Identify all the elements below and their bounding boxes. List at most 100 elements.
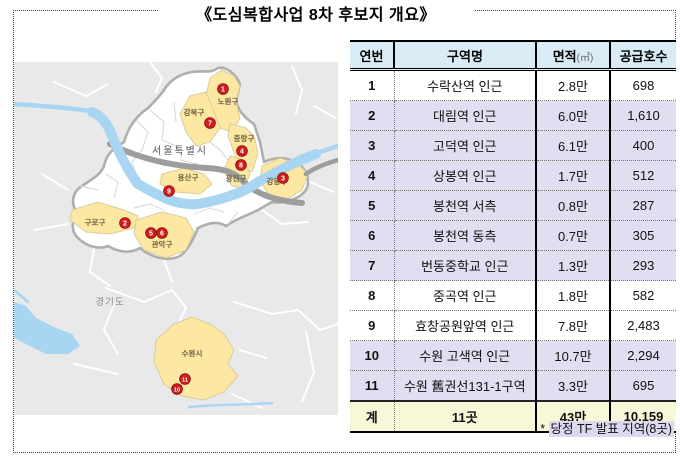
table-row: 3 고덕역 인근 6.1만 400 <box>350 130 676 161</box>
row-area: 6.0만 <box>536 100 611 131</box>
row-zone-name: 상봉역 인근 <box>394 160 537 191</box>
map-marker-6: 6 <box>156 227 168 239</box>
marker-circle <box>235 159 247 171</box>
row-zone-name: 번동중학교 인근 <box>394 250 537 281</box>
table-row: 2 대림역 인근 6.0만 1,610 <box>350 100 676 131</box>
row-zone-name: 고덕역 인근 <box>394 130 537 161</box>
row-zone-name: 수원 舊권선131-1구역 <box>394 370 537 402</box>
marker-number: 3 <box>281 176 285 183</box>
city-suwon <box>153 316 239 401</box>
row-number: 9 <box>350 310 395 341</box>
marker-circle <box>163 185 175 197</box>
row-supply: 2,294 <box>610 340 676 371</box>
table-header-row: 연번 구역명 면적(㎡) 공급호수 <box>350 40 676 71</box>
marker-number: 11 <box>182 378 188 384</box>
table-row: 7 번동중학교 인근 1.3만 293 <box>350 250 676 281</box>
row-supply: 305 <box>610 220 676 251</box>
row-area: 10.7만 <box>536 340 611 371</box>
marker-circle <box>156 227 168 239</box>
row-number: 8 <box>350 280 395 311</box>
row-zone-name: 효창공원앞역 인근 <box>394 310 537 341</box>
map-marker-1: 1 <box>217 83 229 95</box>
table-body: 1 수락산역 인근 2.8만 698 2 대림역 인근 6.0만 1,610 3… <box>350 69 676 402</box>
row-number: 10 <box>350 340 395 371</box>
seoul-district-lines <box>79 101 239 225</box>
map-marker-7: 7 <box>204 117 216 129</box>
candidate-sites-table: 연번 구역명 면적(㎡) 공급호수 1 수락산역 인근 2.8만 698 2 대… <box>350 40 676 433</box>
map-marker-3: 3 <box>277 172 289 184</box>
district-label: 강북구 <box>184 107 205 117</box>
river-west-exit <box>14 101 97 115</box>
marker-number: 9 <box>167 189 171 196</box>
total-label: 계 <box>350 400 395 433</box>
table-row: 9 효창공원앞역 인근 7.8만 2,483 <box>350 310 676 341</box>
footnote-asterisk: * <box>540 422 549 436</box>
table-row: 10 수원 고색역 인근 10.7만 2,294 <box>350 340 676 371</box>
district-label: 관악구 <box>152 239 173 249</box>
row-zone-name: 수락산역 인근 <box>394 69 537 101</box>
table-row: 1 수락산역 인근 2.8만 698 <box>350 69 676 101</box>
row-supply: 2,483 <box>610 310 676 341</box>
header-area-unit: (㎡) <box>576 52 594 64</box>
row-area: 1.3만 <box>536 250 611 281</box>
row-number: 1 <box>350 69 395 101</box>
row-area: 6.1만 <box>536 130 611 161</box>
district-label: 중랑구 <box>234 133 255 143</box>
row-supply: 1,610 <box>610 100 676 131</box>
district-gangbuk <box>179 91 221 147</box>
district-label: 수원시 <box>182 348 203 358</box>
row-supply: 287 <box>610 190 676 221</box>
header-area: 면적(㎡) <box>536 40 611 71</box>
footnote-highlighted-text: 당정 TF 발표 지역(8곳) <box>548 421 674 437</box>
water-bodies <box>14 288 274 409</box>
map-marker-10: 10 <box>171 383 183 395</box>
page-title: 《도심복합사업 8차 후보지 개요》 <box>158 1 474 25</box>
marker-circle <box>236 145 248 157</box>
gyeonggi-boundary-lines <box>33 62 338 409</box>
marker-circle <box>119 217 131 229</box>
map-marker-8: 8 <box>235 159 247 171</box>
row-supply: 512 <box>610 160 676 191</box>
marker-circle <box>204 117 216 129</box>
map-marker-5: 5 <box>145 227 157 239</box>
row-supply: 400 <box>610 130 676 161</box>
marker-circle <box>179 373 191 385</box>
marker-number: 10 <box>174 388 180 394</box>
row-supply: 582 <box>610 280 676 311</box>
row-number: 3 <box>350 130 395 161</box>
marker-number: 7 <box>208 121 212 128</box>
table-row: 8 중곡역 인근 1.8만 582 <box>350 280 676 311</box>
header-supply: 공급호수 <box>610 40 676 71</box>
label-seoul: 서울특별시 <box>152 145 208 157</box>
header-no: 연번 <box>350 40 395 71</box>
district-label: 용산구 <box>178 172 199 182</box>
total-zone-count: 11곳 <box>394 400 537 433</box>
row-area: 0.7만 <box>536 220 611 251</box>
row-number: 6 <box>350 220 395 251</box>
marker-circle <box>217 83 229 95</box>
table-row: 4 상봉역 인근 1.7만 512 <box>350 160 676 191</box>
marker-number: 5 <box>149 231 153 238</box>
row-zone-name: 봉천역 서측 <box>394 190 537 221</box>
row-zone-name: 수원 고색역 인근 <box>394 340 537 371</box>
row-number: 2 <box>350 100 395 131</box>
row-area: 3.3만 <box>536 370 611 402</box>
row-supply: 695 <box>610 370 676 402</box>
marker-number: 1 <box>221 87 225 94</box>
marker-circle <box>171 383 183 395</box>
row-supply: 698 <box>610 69 676 101</box>
district-label: 노원구 <box>218 96 239 106</box>
footnote: * 당정 TF 발표 지역(8곳) <box>350 418 674 437</box>
table-row: 5 봉천역 서측 0.8만 287 <box>350 190 676 221</box>
marker-number: 8 <box>239 163 243 170</box>
marker-number: 2 <box>123 221 127 228</box>
lake-west <box>14 302 80 354</box>
seoul-gyeonggi-map: 서울특별시 경기도 강북구 노원구 중랑구 광진구 강동구 용산구 구로구 관악구 수원시 1 7 4… <box>14 62 338 415</box>
map-marker-2: 2 <box>119 217 131 229</box>
table-row: 6 봉천역 동측 0.7만 305 <box>350 220 676 251</box>
row-supply: 293 <box>610 250 676 281</box>
row-area: 2.8만 <box>536 69 611 101</box>
han-river <box>14 101 338 210</box>
map-marker-11: 11 <box>179 373 191 385</box>
